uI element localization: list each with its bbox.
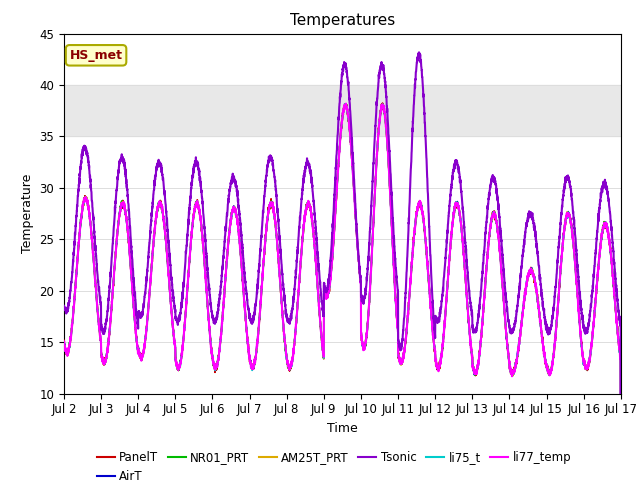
li75_t [467,346,475,351]
NR01_PRT [499,287,507,293]
AirT [160,219,168,225]
NR01_PRT [616,351,624,357]
li77_temp [160,220,168,226]
PanelT [160,219,168,225]
Line: NR01_PRT: NR01_PRT [64,105,621,480]
li75_t [60,340,68,346]
li75_t [160,221,168,227]
AirT [322,291,330,297]
PanelT [322,290,330,296]
AM25T_PRT [160,220,168,226]
Line: Tsonic: Tsonic [64,52,621,480]
li77_temp [342,101,350,107]
li77_temp [499,286,507,292]
AM25T_PRT [467,346,475,351]
Tsonic [436,308,444,313]
Line: PanelT: PanelT [64,103,621,480]
li75_t [322,289,330,295]
Tsonic [499,256,507,262]
Tsonic [160,187,168,192]
Tsonic [322,288,330,293]
Tsonic [616,319,624,324]
li77_temp [436,361,444,367]
li77_temp [467,348,475,353]
PanelT [436,358,444,363]
Title: Temperatures: Temperatures [290,13,395,28]
AM25T_PRT [616,351,624,357]
NR01_PRT [160,221,168,227]
Line: AM25T_PRT: AM25T_PRT [64,104,621,480]
AirT [499,285,507,291]
AM25T_PRT [60,341,68,347]
NR01_PRT [60,341,68,347]
li77_temp [322,289,330,295]
AM25T_PRT [499,286,507,292]
AM25T_PRT [436,360,444,366]
NR01_PRT [436,360,444,366]
Tsonic [60,303,68,309]
li75_t [499,285,507,291]
PanelT [379,100,387,106]
Line: AirT: AirT [64,105,621,480]
NR01_PRT [467,346,475,351]
PanelT [467,344,475,350]
li75_t [341,101,349,107]
Tsonic [467,307,475,312]
AirT [467,347,475,352]
Text: HS_met: HS_met [70,49,123,62]
AirT [341,102,349,108]
X-axis label: Time: Time [327,422,358,435]
li75_t [436,359,444,365]
Bar [64,85,621,136]
Line: li75_t: li75_t [64,104,621,480]
PanelT [60,337,68,343]
li75_t [616,353,624,359]
AirT [436,358,444,363]
li77_temp [60,341,68,347]
AM25T_PRT [379,101,387,107]
Y-axis label: Temperature: Temperature [21,174,34,253]
NR01_PRT [322,292,330,298]
li77_temp [616,350,624,356]
PanelT [499,284,507,290]
AirT [60,340,68,346]
NR01_PRT [379,102,387,108]
PanelT [616,352,624,358]
AM25T_PRT [322,291,330,297]
Tsonic [415,49,423,55]
AirT [616,351,624,357]
Legend: PanelT, AirT, NR01_PRT, AM25T_PRT, Tsonic, li75_t, li77_temp: PanelT, AirT, NR01_PRT, AM25T_PRT, Tsoni… [92,446,576,480]
Line: li77_temp: li77_temp [64,104,621,480]
